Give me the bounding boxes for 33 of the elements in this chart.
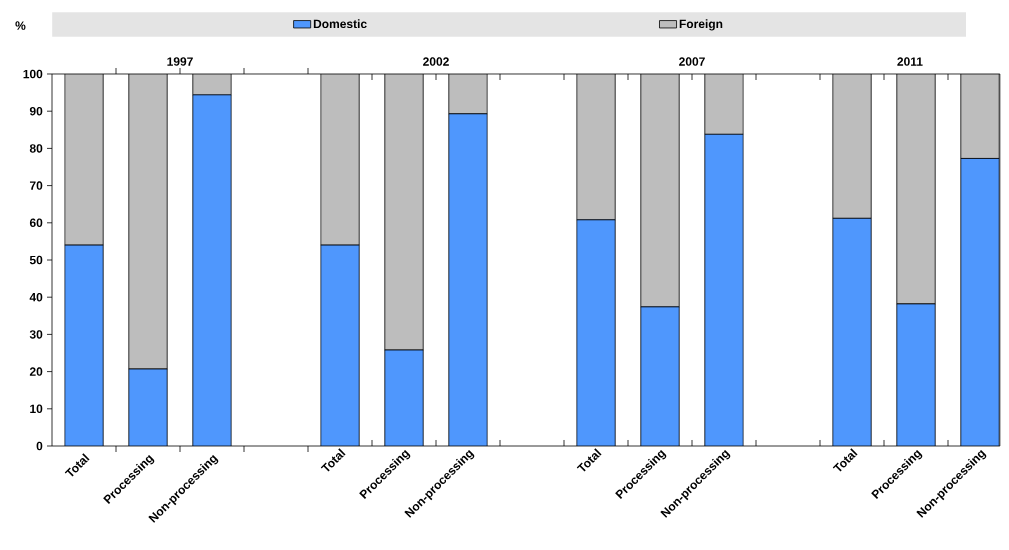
bar [576,74,616,221]
bar [960,74,1000,159]
bar [384,74,424,351]
bar [448,113,488,446]
chart-title: 1997 [167,57,193,66]
y-tick-label: 0 [36,441,43,451]
chart-title: 2011 [897,57,923,66]
bar [192,74,232,96]
bar [384,350,424,446]
bar [320,245,360,446]
y-tick-label: 80 [29,144,43,153]
chart-title: 2002 [423,57,449,66]
y-tick-label: 40 [29,292,43,302]
y-tick-label: 90 [29,106,43,116]
y-tick-label: 50 [29,255,43,265]
bar [896,74,936,305]
y-tick-label: 60 [29,218,43,228]
y-axis-title: % [15,21,26,30]
bar [64,74,104,246]
bar [832,74,872,219]
y-tick-label: 30 [29,330,43,339]
bar [640,74,680,308]
bar [704,74,744,135]
legend-label: Foreign [679,19,723,31]
y-tick-label: 10 [30,404,43,414]
y-tick-label: 100 [23,69,43,79]
y-tick-label: 70 [29,181,43,190]
bar [128,74,168,370]
bar [448,74,488,115]
legend-label: Domestic [313,19,367,29]
chart-title: 2007 [679,57,705,66]
bar [320,74,360,246]
y-tick-label: 20 [29,367,43,376]
